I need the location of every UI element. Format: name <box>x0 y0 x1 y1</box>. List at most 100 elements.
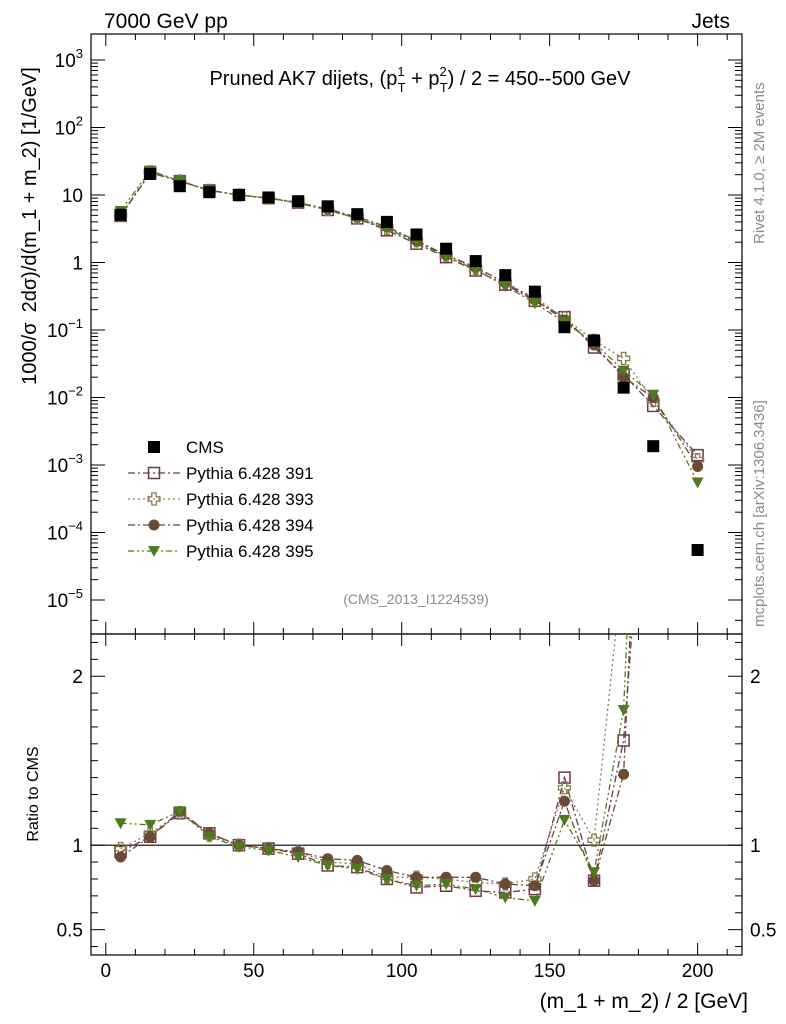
data-point-cms <box>647 440 660 453</box>
data-point-pythia-6-428-394 <box>618 371 630 383</box>
legend-marker-pythia-6-428-395 <box>148 546 160 557</box>
ratio-tick-label-right: 0.5 <box>750 921 776 942</box>
data-point-cms <box>617 381 630 394</box>
data-point-pythia-6-428-395 <box>691 477 704 489</box>
y-tick-label: 10−1 <box>47 316 83 342</box>
series-line-pythia-6-428-393 <box>120 171 699 461</box>
data-point-pythia-6-428-394 <box>692 461 704 473</box>
title-prefix: Pruned AK7 dijets, (p <box>209 68 397 90</box>
x-tick-label: 0 <box>101 961 112 982</box>
ratio-point-pythia-6-428-394 <box>588 875 600 887</box>
data-point-cms <box>292 195 305 208</box>
y-tick-label-base: 10 <box>47 321 68 342</box>
y-tick-label: 102 <box>55 114 83 140</box>
data-point-cms <box>380 215 393 228</box>
y-tick-label: 103 <box>55 46 83 72</box>
ratio-point-pythia-6-428-394 <box>381 865 393 877</box>
y-tick-label-exponent: −2 <box>68 384 83 399</box>
ratio-point-pythia-6-428-391 <box>617 734 630 747</box>
y-tick-label: 10−3 <box>47 451 83 477</box>
main-plot-series <box>113 165 705 557</box>
y-tick-label-base: 10 <box>47 524 68 545</box>
ratio-point-pythia-6-428-395 <box>469 884 482 896</box>
ratio-point-pythia-6-428-395 <box>232 841 245 853</box>
ratio-point-pythia-6-428-395 <box>558 814 571 826</box>
legend-label-pythia-6-428-394: Pythia 6.428 394 <box>186 516 314 535</box>
series-line-pythia-6-428-391 <box>120 171 699 456</box>
data-point-cms <box>440 242 453 255</box>
x-tick-label: 50 <box>243 961 264 982</box>
ratio-plot-frame: 0 50 100 150 200 0.5 0.5 1 1 2 2 <box>57 633 776 982</box>
ratio-plot-series <box>113 634 633 907</box>
y-tick-label-base: 10 <box>47 389 68 410</box>
data-point-cms <box>232 189 245 201</box>
data-point-cms <box>173 180 186 193</box>
ratio-tick-label: 0.5 <box>57 921 83 942</box>
ratio-point-pythia-6-428-395 <box>588 867 601 879</box>
data-point-cms <box>114 208 127 221</box>
x-tick-label: 100 <box>386 961 418 982</box>
legend: CMS Pythia 6.428 391 Pythia 6.428 393 Pythi… <box>128 438 314 561</box>
data-point-pythia-6-428-391 <box>691 448 704 462</box>
chart-title: Pruned AK7 dijets, (p1 T + p2 T) / 2 = 450… <box>209 64 631 95</box>
x-tick-label: 150 <box>534 961 566 982</box>
data-point-cms <box>321 200 334 213</box>
side-text-mcplots: mcplots.cern.ch [arXiv:1306.3436] <box>751 400 768 627</box>
y-tick-label-exponent: −1 <box>68 316 83 331</box>
ratio-point-pythia-6-428-394 <box>499 878 511 890</box>
legend-marker-pythia-6-428-393 <box>147 492 161 506</box>
y-tick-label: 10−4 <box>47 519 83 545</box>
y-tick-label-exponent: −4 <box>68 519 83 534</box>
data-point-cms <box>691 544 704 557</box>
data-point-cms <box>588 334 601 347</box>
data-point-cms <box>144 167 157 180</box>
y-tick-label-exponent: −3 <box>68 451 83 466</box>
data-point-pythia-6-428-395 <box>647 389 660 401</box>
data-point-pythia-6-428-395 <box>469 264 482 276</box>
y-tick-label: 10−2 <box>47 384 83 410</box>
data-point-cms <box>499 269 512 282</box>
ratio-point-pythia-6-428-394 <box>144 831 156 843</box>
y-tick-label-base: 10 <box>47 591 68 612</box>
title-plus: + p <box>406 68 440 90</box>
y-tick-label-base: 10 <box>55 119 76 140</box>
header-energy: 7000 GeV pp <box>104 10 228 33</box>
x-axis-label: (m_1 + m_2) / 2 [GeV] <box>540 990 748 1013</box>
y-tick-label-base: 10 <box>55 51 76 72</box>
y-tick-label-base: 10 <box>62 186 83 207</box>
legend-marker-cms <box>148 441 160 453</box>
y-tick-label-base: 1 <box>72 254 83 275</box>
series-line-pythia-6-428-395 <box>120 169 699 483</box>
y-axis-label: 1000/σ 2dσ)/d(m_1 + m_2) [1/GeV] <box>19 67 41 385</box>
ratio-point-pythia-6-428-395 <box>617 705 630 717</box>
legend-label-cms: CMS <box>186 438 224 457</box>
y-axis-label-part-a: 1000/σ <box>19 322 41 385</box>
legend-marker-pythia-6-428-391 <box>147 466 161 480</box>
ratio-point-pythia-6-428-394 <box>529 880 541 892</box>
ratio-y-axis-label: Ratio to CMS <box>25 746 42 841</box>
ratio-point-pythia-6-428-395 <box>380 873 393 885</box>
title-sub2: T <box>440 80 448 95</box>
ratio-point-pythia-6-428-394 <box>351 854 363 866</box>
y-tick-label: 10 <box>62 186 83 207</box>
legend-label-pythia-6-428-395: Pythia 6.428 395 <box>186 542 314 561</box>
header-jets: Jets <box>691 10 730 33</box>
ratio-point-pythia-6-428-394 <box>558 795 570 807</box>
ratio-point-pythia-6-428-395 <box>173 806 186 818</box>
ratio-point-pythia-6-428-395 <box>114 818 127 830</box>
ratio-tick-label: 1 <box>72 836 83 857</box>
title-suffix: ) / 2 = 450--500 GeV <box>448 68 632 90</box>
ratio-point-pythia-6-428-395 <box>203 831 216 843</box>
ratio-point-pythia-6-428-395 <box>528 895 541 907</box>
data-point-cms <box>410 228 423 241</box>
data-point-pythia-6-428-395 <box>499 280 512 292</box>
data-point-cms <box>558 321 571 334</box>
y-tick-label: 1 <box>72 254 83 275</box>
title-sup2: 2 <box>439 64 446 79</box>
ratio-point-pythia-6-428-395 <box>144 819 157 831</box>
ratio-point-pythia-6-428-395 <box>351 863 364 875</box>
side-text-rivet: Rivet 4.1.0, ≥ 2M events <box>751 82 768 244</box>
data-point-pythia-6-428-393 <box>616 351 631 366</box>
